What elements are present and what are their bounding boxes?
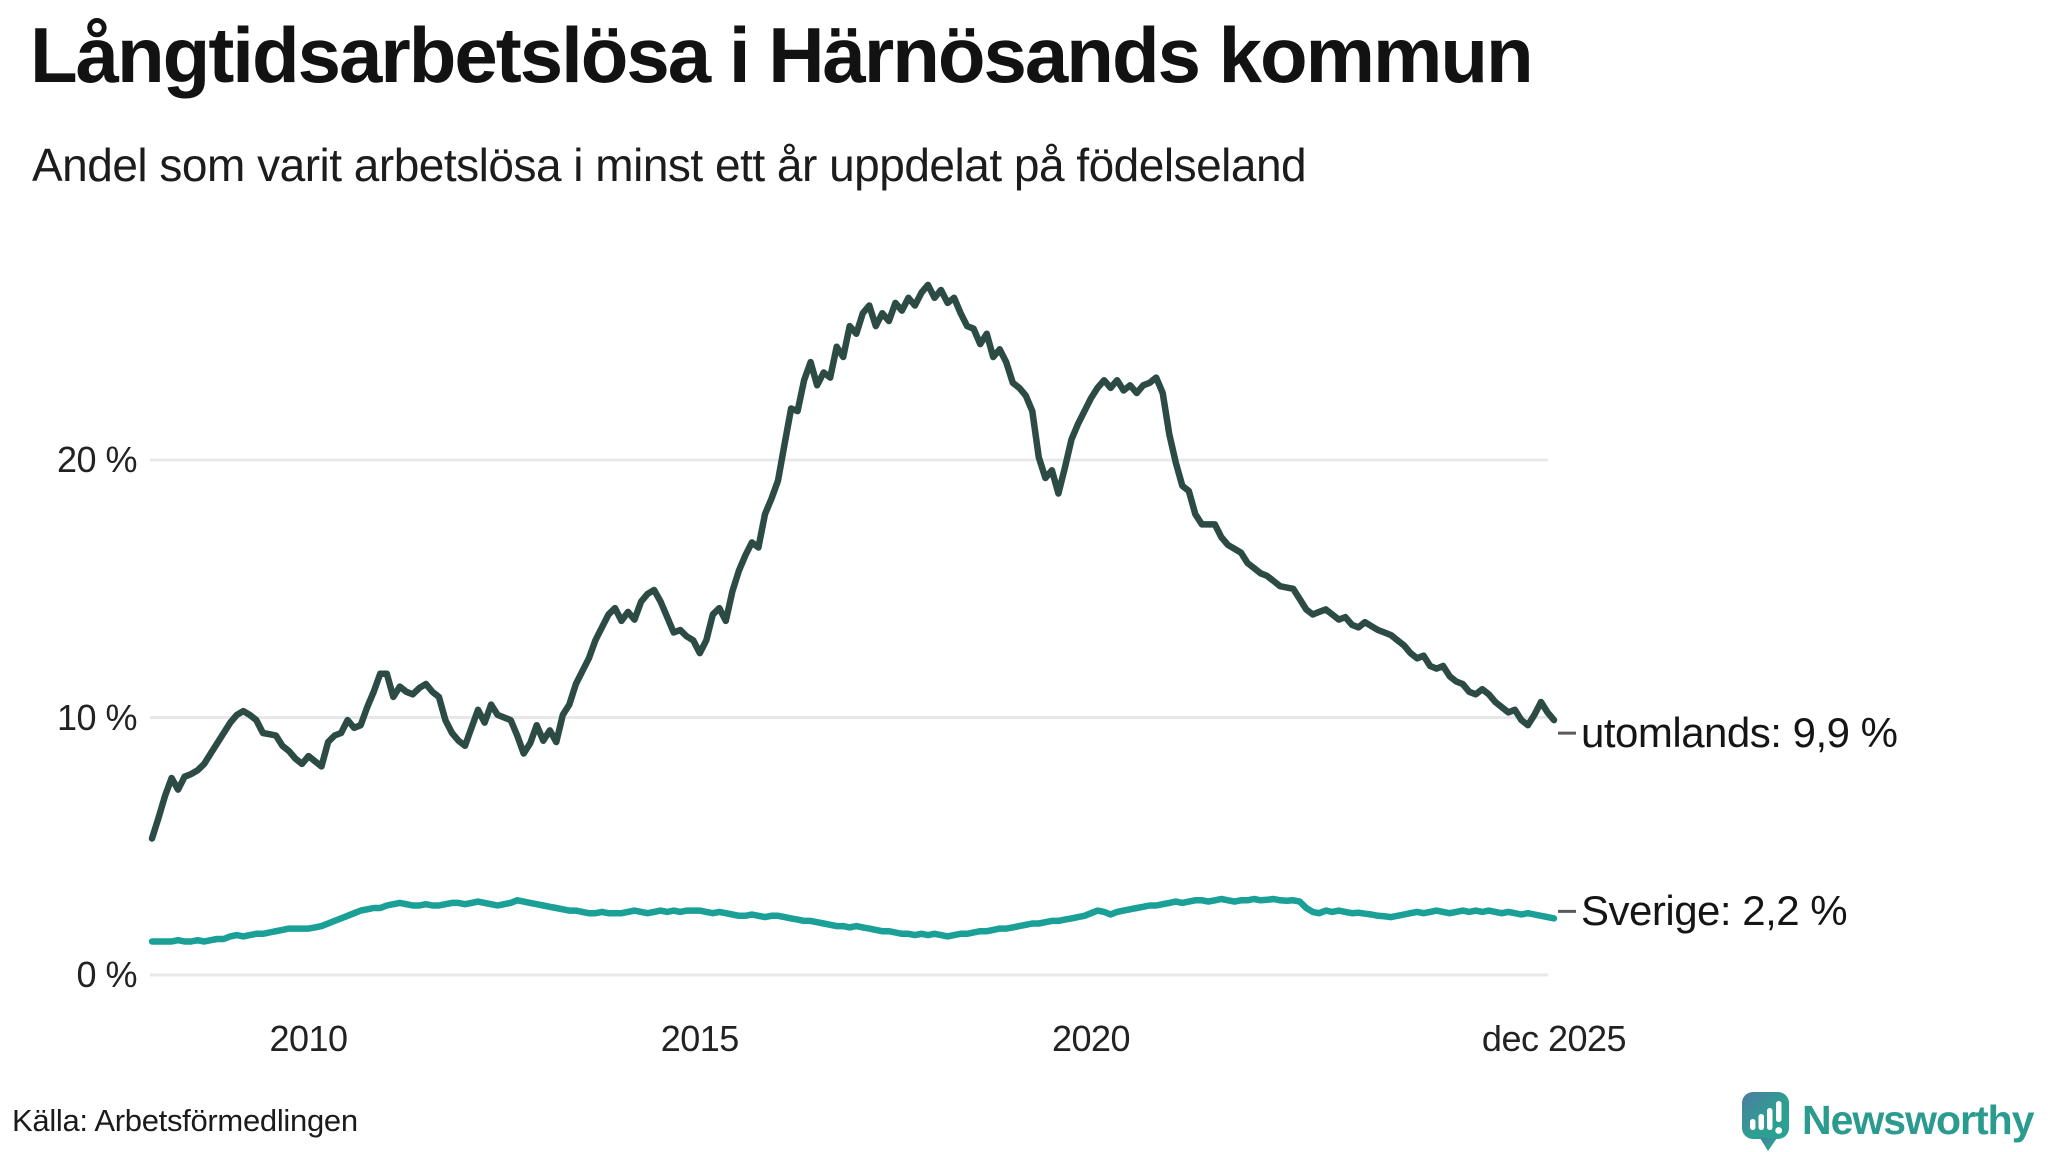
y-axis-tick-label: 10 %	[56, 696, 138, 738]
newsworthy-icon	[1742, 1092, 1789, 1151]
page-subtitle: Andel som varit arbetslösa i minst ett å…	[32, 139, 1307, 191]
x-axis-tick-label: 2020	[1051, 1018, 1131, 1059]
series-end-label-sverige: Sverige: 2,2 %	[1581, 887, 1848, 935]
x-axis-tick-label: dec 2025	[1481, 1018, 1627, 1059]
x-axis-tick-label: 2015	[660, 1018, 740, 1059]
x-axis-tick-label: 2010	[269, 1018, 348, 1059]
page-title: Långtidsarbetslösa i Härnösands kommun	[30, 11, 1534, 99]
source-note: Källa: Arbetsförmedlingen	[12, 1103, 358, 1138]
series-end-label-utomlands: utomlands: 9,9 %	[1581, 709, 1898, 757]
newsworthy-wordmark: Newsworthy	[1802, 1097, 2034, 1143]
newsworthy-logo: Newsworthy	[1740, 1090, 2040, 1152]
y-axis-tick-label: 20 %	[56, 439, 138, 480]
y-axis-tick-label: 0 %	[76, 954, 137, 995]
